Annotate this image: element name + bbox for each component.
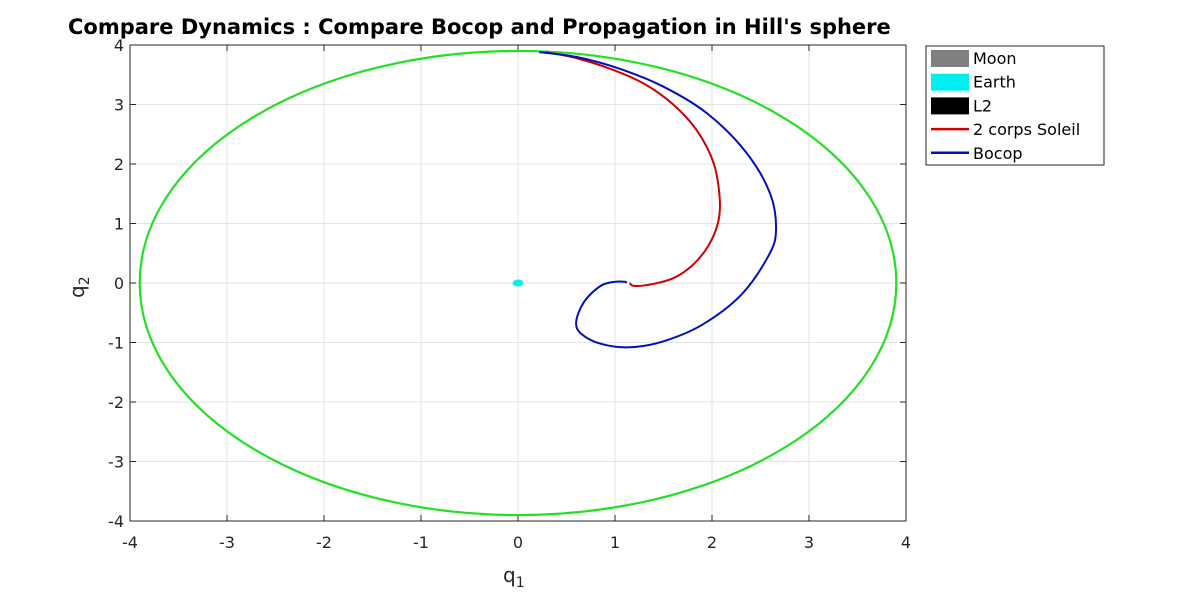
y-tick-label: -4 — [108, 512, 124, 531]
series-bocop — [539, 51, 778, 349]
y-tick-label: -3 — [108, 453, 124, 472]
y-tick-label: 0 — [114, 274, 124, 293]
y-tick-label: 1 — [114, 215, 124, 234]
hill-sphere-boundary — [138, 49, 898, 517]
x-tick-label: -2 — [316, 533, 332, 552]
series-2-corps-soleil — [545, 51, 722, 288]
legend-label-2-corps-soleil: 2 corps Soleil — [973, 120, 1080, 139]
earth-marker — [512, 279, 524, 287]
x-tick-label: -3 — [219, 533, 235, 552]
y-tick-label: -2 — [108, 393, 124, 412]
x-tick-label: 4 — [901, 533, 911, 552]
legend-label-earth: Earth — [973, 73, 1016, 92]
x-tick-label: 1 — [610, 533, 620, 552]
y-axis-label: q2 — [65, 276, 93, 298]
plot-frame — [129, 44, 907, 522]
y-tick-label: 2 — [114, 155, 124, 174]
legend-swatch-earth — [931, 73, 969, 91]
x-tick-label: 3 — [804, 533, 814, 552]
x-tick-label: -1 — [413, 533, 429, 552]
x-tick-label: -4 — [122, 533, 138, 552]
y-axis-ticks: -4 -3 -2 -1 0 1 2 3 4 — [108, 36, 906, 531]
x-tick-label: 0 — [513, 533, 523, 552]
x-axis-label: q1 — [503, 563, 525, 591]
y-tick-label: -1 — [108, 334, 124, 353]
legend-label-moon: Moon — [973, 49, 1017, 68]
y-tick-label: 3 — [114, 96, 124, 115]
legend-label-bocop: Bocop — [973, 144, 1023, 163]
y-tick-label: 4 — [114, 36, 124, 55]
legend-label-l2: L2 — [973, 96, 992, 115]
x-tick-label: 2 — [707, 533, 717, 552]
legend-swatch-moon — [931, 50, 969, 67]
series-layer — [138, 49, 898, 517]
legend: Moon Earth L2 2 corps Soleil Bocop — [925, 45, 1105, 166]
chart-title: Compare Dynamics : Compare Bocop and Pro… — [68, 15, 891, 39]
legend-swatch-l2 — [931, 97, 969, 115]
